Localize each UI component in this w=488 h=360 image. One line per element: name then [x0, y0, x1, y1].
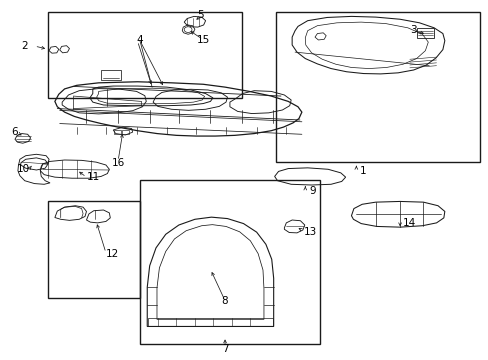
Bar: [47, 12, 242, 98]
Text: 1: 1: [360, 166, 366, 176]
Text: 12: 12: [105, 249, 119, 259]
Bar: [276, 12, 479, 162]
Text: 13: 13: [303, 227, 316, 237]
Text: 6: 6: [12, 127, 18, 138]
Text: 2: 2: [21, 41, 28, 51]
Bar: [416, 28, 433, 38]
Bar: [47, 202, 140, 298]
Text: 5: 5: [197, 10, 203, 19]
Bar: [101, 70, 120, 80]
Bar: [140, 180, 319, 344]
Bar: [114, 130, 121, 134]
Text: 7: 7: [221, 344, 228, 354]
Text: 10: 10: [17, 164, 30, 174]
Bar: [122, 130, 129, 134]
Text: 8: 8: [221, 296, 228, 306]
Bar: [148, 318, 272, 327]
Text: 14: 14: [403, 218, 416, 228]
Text: 16: 16: [111, 158, 124, 168]
Text: 9: 9: [308, 186, 315, 197]
Text: 3: 3: [409, 25, 416, 35]
Text: 11: 11: [87, 172, 100, 182]
Text: 4: 4: [136, 35, 143, 45]
Text: 15: 15: [196, 35, 209, 45]
